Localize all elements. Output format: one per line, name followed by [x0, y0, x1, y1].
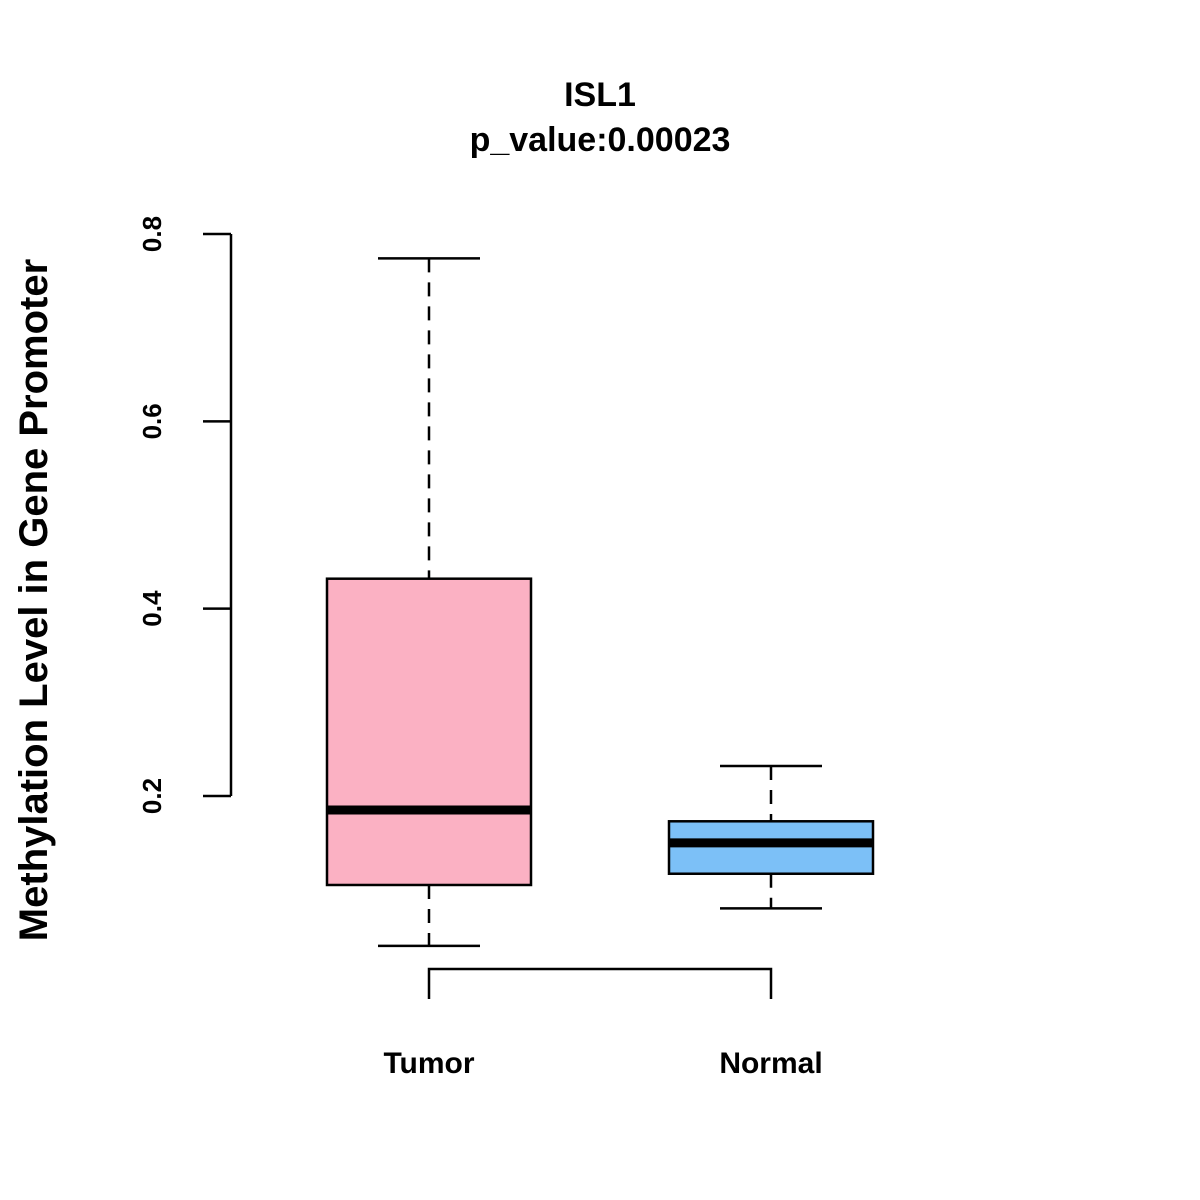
box-normal: [667, 764, 875, 910]
y-tick-label: 0.4: [137, 590, 167, 627]
iqr-box: [325, 577, 533, 887]
bracket-line: [427, 967, 773, 999]
x-category-label: Tumor: [383, 1047, 474, 1080]
iqr-box: [667, 820, 875, 875]
y-tick-label: 0.6: [137, 403, 167, 439]
x-axis-labels: Tumor Normal: [383, 1047, 822, 1080]
y-axis: 0.2 0.4 0.6 0.8: [137, 216, 233, 814]
box-group: [325, 257, 875, 948]
box-tumor: [325, 257, 533, 948]
chart-title: ISL1: [564, 76, 636, 114]
comparison-bracket: [427, 967, 773, 999]
y-axis-label: Methylation Level in Gene Promoter: [12, 259, 56, 941]
x-category-label: Normal: [719, 1047, 822, 1080]
y-tick-label: 0.8: [137, 216, 167, 252]
chart-subtitle: p_value:0.00023: [470, 121, 731, 159]
y-tick-label: 0.2: [137, 778, 167, 814]
